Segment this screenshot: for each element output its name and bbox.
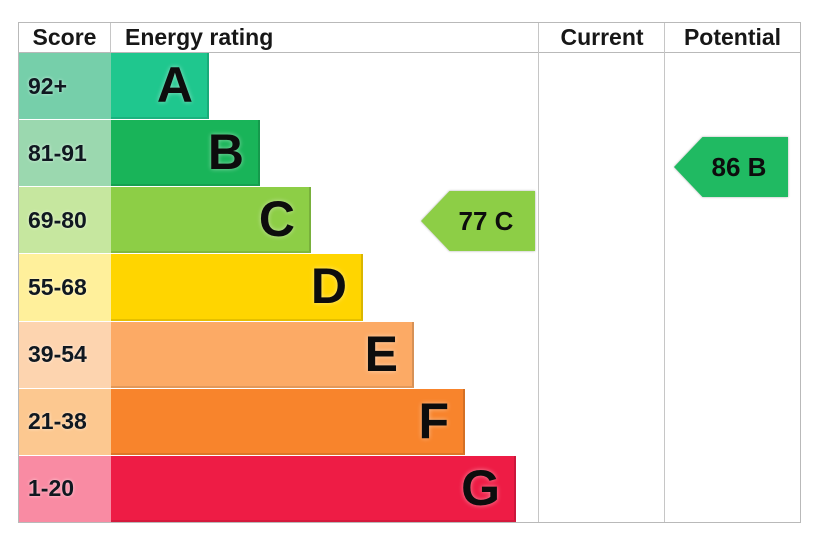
rating-letter-b: B [207,124,244,181]
score-range-f: 21-38 [19,388,111,455]
header-current: Current [560,24,644,50]
rating-letter-d: D [310,258,347,315]
rating-letter-c: C [258,191,295,248]
rating-letter-a: A [156,57,193,114]
band-row-d: 55-68 D [19,254,800,322]
rating-bar-e: E [111,321,414,388]
rating-bar-g: G [111,455,516,522]
rating-letter-f: F [418,392,449,449]
score-range-d: 55-68 [19,254,111,321]
potential-rating-label: 86 B [711,151,767,182]
score-range-g: 1-20 [19,455,111,522]
header-score: Score [19,23,111,52]
band-row-f: 21-38 F [19,388,800,456]
band-row-e: 39-54 E [19,321,800,389]
chart-body: 92+ A 81-91 B 69-80 C 55-68 D 39-54 E [19,53,800,522]
current-arrow: 77 C [421,191,535,251]
header-energy-rating: Energy rating [125,24,274,50]
rating-bar-b: B [111,120,260,187]
rating-letter-g: G [461,459,500,516]
band-row-b: 81-91 B [19,120,800,188]
current-rating-label: 77 C [458,205,514,236]
potential-arrow-shape: 86 B [674,137,788,197]
current-arrow-shape: 77 C [421,191,535,251]
rating-bar-a: A [111,53,209,120]
band-row-g: 1-20 G [19,455,800,522]
score-range-b: 81-91 [19,120,111,187]
rating-bar-c: C [111,187,311,254]
header-potential: Potential [683,24,782,50]
score-range-a: 92+ [19,53,111,120]
band-row-c: 69-80 C [19,187,800,255]
potential-column-divider [664,23,665,522]
header-row: Score Energy rating Current Potential [19,23,800,53]
score-range-c: 69-80 [19,187,111,254]
potential-arrow: 86 B [674,137,788,197]
band-row-a: 92+ A [19,53,800,121]
score-range-e: 39-54 [19,321,111,388]
rating-bar-d: D [111,254,363,321]
current-column-divider [538,23,539,522]
rating-letter-e: E [364,325,398,382]
epc-table: Score Energy rating Current Potential 92… [18,22,801,523]
rating-bar-f: F [111,388,465,455]
band-rows: 92+ A 81-91 B 69-80 C 55-68 D 39-54 E [19,53,800,522]
